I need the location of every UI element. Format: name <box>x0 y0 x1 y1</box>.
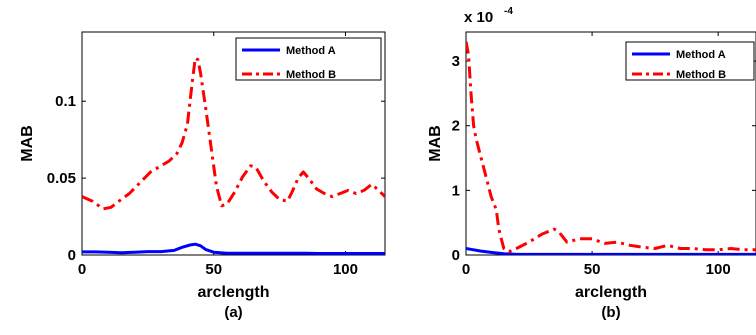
x-tick-label: 50 <box>205 261 222 278</box>
x-tick-label: 100 <box>706 261 731 278</box>
series-line-method-b <box>466 41 756 254</box>
subplot-label: (a) <box>224 304 242 321</box>
y-tick-label: 0 <box>452 247 460 264</box>
y-axis-label: MAB <box>427 125 444 161</box>
x-axis-label: arclength <box>197 284 269 301</box>
x-tick-label: 0 <box>78 261 86 278</box>
legend-entry: Method A <box>286 45 336 57</box>
y-tick-label: 0 <box>68 247 76 264</box>
x-tick-label: 100 <box>333 261 358 278</box>
legend-entry: Method A <box>676 49 726 61</box>
y-tick-label: 2 <box>452 118 460 135</box>
chart-b: 0 50 100 0 1 2 3 arclength MAB (b) x 10 -4 Method A M… <box>427 6 756 321</box>
series-line-method-b <box>82 56 385 211</box>
series-line-method-a <box>466 247 756 255</box>
x-tick-label: 50 <box>584 261 601 278</box>
legend-entry: Method B <box>286 69 336 81</box>
axis-scale-exponent: -4 <box>504 6 513 17</box>
y-tick-label: 3 <box>452 53 460 70</box>
series-line-method-a <box>82 242 385 255</box>
legend-box <box>235 37 382 81</box>
x-axis-label: arclength <box>575 284 647 301</box>
y-tick-label: 1 <box>452 182 460 199</box>
legend-entry: Method B <box>676 69 726 81</box>
y-axis-label: MAB <box>19 125 36 161</box>
y-tick-label: 0.1 <box>55 93 76 110</box>
y-tick-label: 0.05 <box>47 170 76 187</box>
axis-scale-factor: x 10 <box>464 9 493 26</box>
subplot-label: (b) <box>601 304 620 321</box>
x-tick-label: 0 <box>462 261 470 278</box>
chart-a: 0 50 100 0 0.05 0.1 arclength MAB (a) Method A Met… <box>19 31 386 321</box>
